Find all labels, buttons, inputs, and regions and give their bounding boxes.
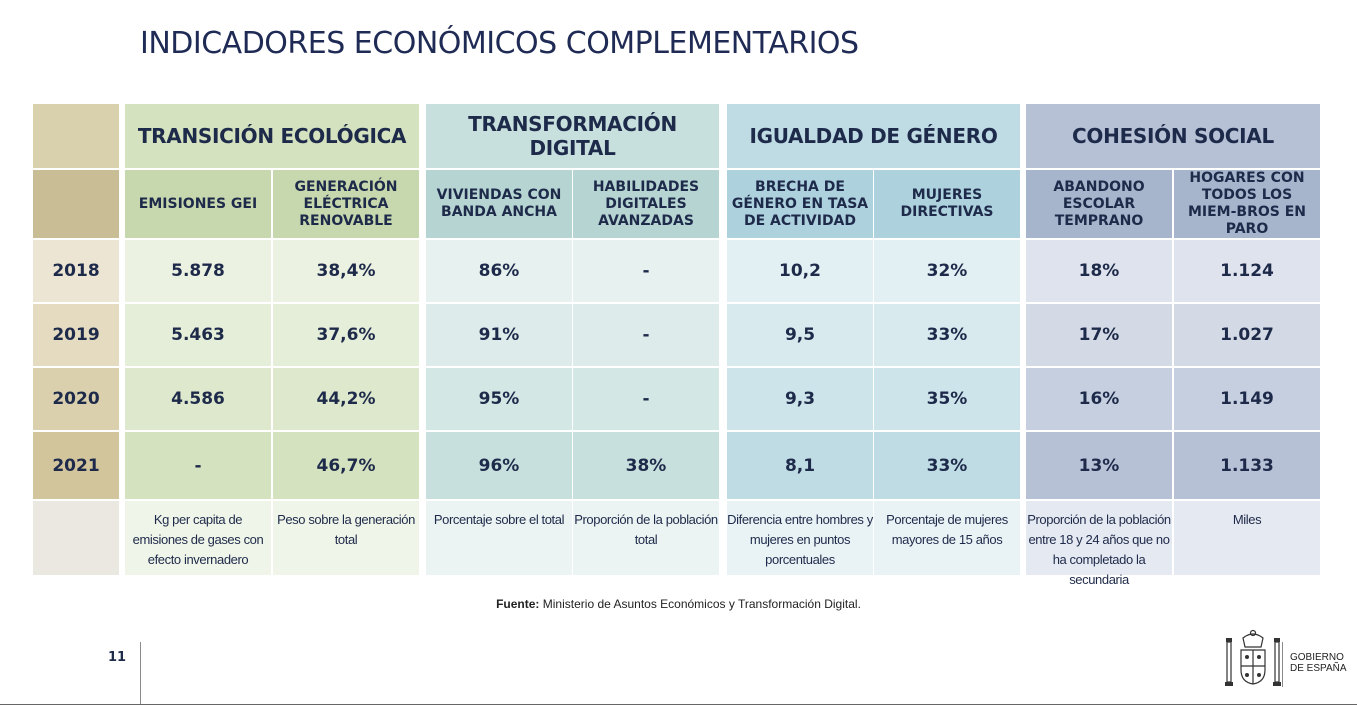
table-cell: 1.133 (1174, 432, 1320, 499)
table-cell: 33% (874, 304, 1020, 366)
section-header: IGUALDAD DE GÉNERO (727, 104, 1020, 168)
year-label: 2019 (33, 304, 119, 366)
indicator-unit: Porcentaje sobre el total (426, 501, 572, 575)
year-label: 2018 (33, 240, 119, 302)
indicator-header: GENERACIÓN ELÉCTRICA RENOVABLE (273, 170, 419, 238)
logo-text-line-1: GOBIERNO (1290, 652, 1344, 663)
indicator-unit: Miles (1174, 501, 1320, 575)
table-cell: - (125, 432, 271, 499)
table-cell: 16% (1026, 368, 1172, 430)
source-note: Fuente: Ministerio de Asuntos Económicos… (0, 597, 1357, 611)
table-cell: 91% (426, 304, 572, 366)
page-number: 11 (108, 650, 127, 665)
table-cell: 4.586 (125, 368, 271, 430)
table-cell: 5.878 (125, 240, 271, 302)
indicator-header: HOGARES CON TODOS LOS MIEM-BROS EN PARO (1174, 170, 1320, 238)
table-cell: - (573, 240, 719, 302)
table-cell: - (573, 304, 719, 366)
section-header: TRANSFORMACIÓN DIGITAL (426, 104, 719, 168)
table-cell: 13% (1026, 432, 1172, 499)
year-unit-blank (33, 501, 119, 575)
indicator-header: EMISIONES GEI (125, 170, 271, 238)
table-cell: 38,4% (273, 240, 419, 302)
table-cell: 37,6% (273, 304, 419, 366)
indicator-unit: Diferencia entre hombres y mujeres en pu… (727, 501, 873, 575)
indicator-header: HABILIDADES DIGITALES AVANZADAS (573, 170, 719, 238)
table-cell: - (573, 368, 719, 430)
table-cell: 1.124 (1174, 240, 1320, 302)
footer-divider (140, 642, 141, 705)
table-cell: 44,2% (273, 368, 419, 430)
page-title: INDICADORES ECONÓMICOS COMPLEMENTARIOS (140, 26, 859, 61)
source-text: Ministerio de Asuntos Económicos y Trans… (542, 597, 861, 611)
table-cell: 9,3 (727, 368, 873, 430)
logo-divider (1282, 642, 1283, 687)
table-cell: 95% (426, 368, 572, 430)
table-cell: 33% (874, 432, 1020, 499)
table-cell: 9,5 (727, 304, 873, 366)
government-logo-text: GOBIERNO DE ESPAÑA (1290, 652, 1347, 674)
indicator-header: BRECHA DE GÉNERO EN TASA DE ACTIVIDAD (727, 170, 873, 238)
year-subheader-blank (33, 170, 119, 238)
table-cell: 86% (426, 240, 572, 302)
table-cell: 38% (573, 432, 719, 499)
year-header-blank (33, 104, 119, 168)
table-cell: 35% (874, 368, 1020, 430)
table-cell: 1.027 (1174, 304, 1320, 366)
section-header: TRANSICIÓN ECOLÓGICA (125, 104, 419, 168)
indicator-header: MUJERES DIRECTIVAS (874, 170, 1020, 238)
indicator-unit: Peso sobre la generación total (273, 501, 419, 575)
indicator-unit: Proporción de la población total (573, 501, 719, 575)
indicator-unit: Proporción de la población entre 18 y 24… (1026, 501, 1172, 587)
logo-text-line-2: DE ESPAÑA (1290, 663, 1347, 674)
table-cell: 5.463 (125, 304, 271, 366)
table-cell: 10,2 (727, 240, 873, 302)
table-cell: 46,7% (273, 432, 419, 499)
indicator-unit: Porcentaje de mujeres mayores de 15 años (874, 501, 1020, 575)
table-cell: 18% (1026, 240, 1172, 302)
year-label: 2020 (33, 368, 119, 430)
indicator-header: ABANDONO ESCOLAR TEMPRANO (1026, 170, 1172, 238)
year-label: 2021 (33, 432, 119, 499)
table-cell: 96% (426, 432, 572, 499)
table-cell: 17% (1026, 304, 1172, 366)
source-label: Fuente: (496, 597, 540, 611)
table-cell: 1.149 (1174, 368, 1320, 430)
section-header: COHESIÓN SOCIAL (1026, 104, 1320, 168)
table-cell: 32% (874, 240, 1020, 302)
indicator-header: VIVIENDAS CON BANDA ANCHA (426, 170, 572, 238)
indicator-unit: Kg per capita de emisiones de gases con … (125, 501, 271, 575)
table-cell: 8,1 (727, 432, 873, 499)
coat-of-arms-icon (1224, 628, 1282, 694)
